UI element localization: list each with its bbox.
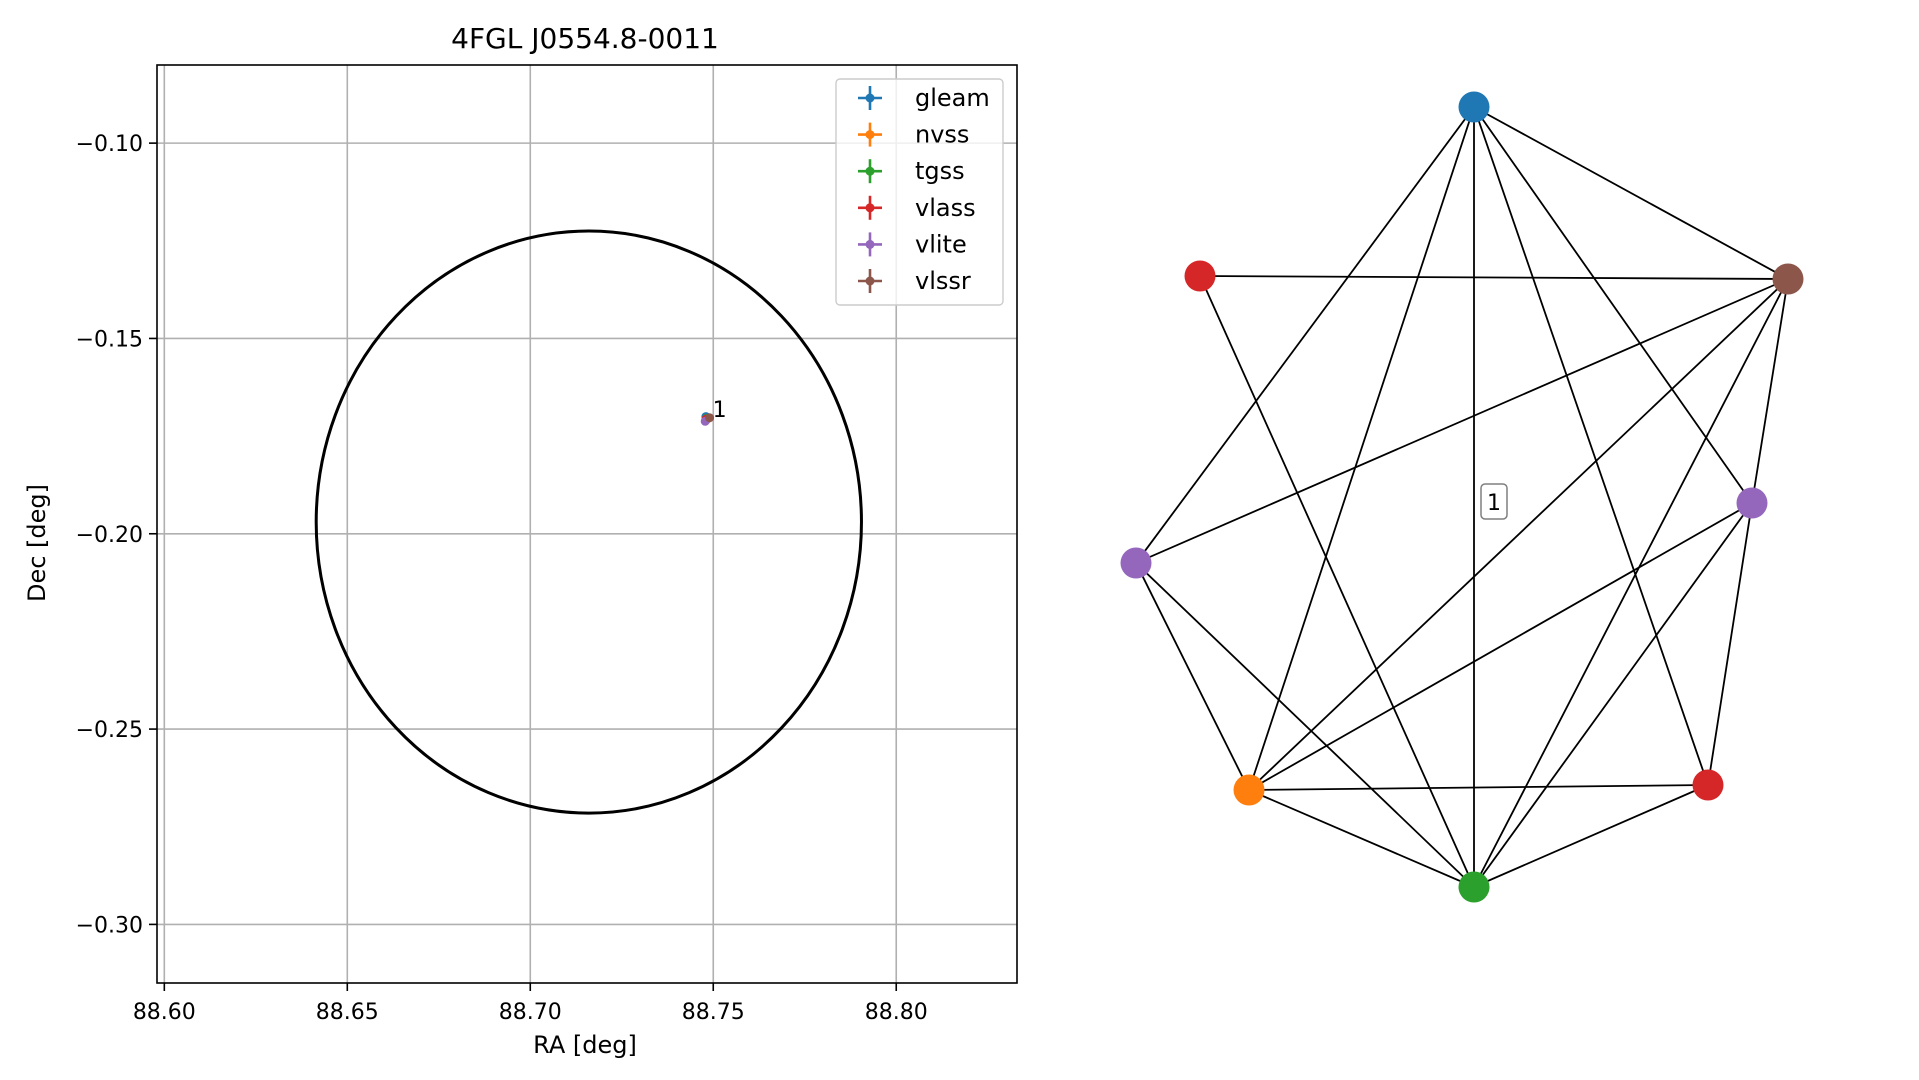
network-edge <box>1473 502 1753 888</box>
legend-items: gleam nvss tgss vlass vlite vlssr <box>858 84 990 295</box>
y-tick-label: −0.15 <box>76 327 143 352</box>
network-edge <box>1473 278 1789 888</box>
data-points <box>700 412 715 426</box>
legend-label: vlass <box>915 194 976 222</box>
network-edge <box>1248 502 1753 791</box>
network-edge <box>1473 106 1789 280</box>
x-tick-label: 88.70 <box>499 1000 562 1025</box>
scatter-panel: 4FGL J0554.8-0011 1 88.60 88.65 88.70 88.75… <box>23 22 1018 1059</box>
network-edge <box>1248 106 1475 791</box>
network-node <box>1772 263 1804 295</box>
legend-label: gleam <box>915 84 990 112</box>
network-node <box>1736 487 1768 519</box>
grid-lines <box>157 65 1017 983</box>
point-annotation: 1 <box>713 398 727 423</box>
x-axis-label: RA [deg] <box>533 1031 637 1059</box>
network-label: 1 <box>1480 483 1508 520</box>
network-label-text: 1 <box>1487 491 1501 516</box>
network-label-box <box>1480 483 1508 520</box>
network-edge <box>1135 562 1250 791</box>
x-tick-label: 88.65 <box>316 1000 379 1025</box>
y-tick-label: −0.10 <box>76 132 143 157</box>
legend-item-gleam: gleam <box>858 84 990 112</box>
legend-item-vlssr: vlssr <box>858 267 971 295</box>
x-tick-label: 88.80 <box>865 1000 928 1025</box>
network-edge <box>1135 106 1475 564</box>
network-edges <box>1135 106 1789 888</box>
legend-label: nvss <box>915 121 969 149</box>
network-node <box>1233 774 1265 806</box>
legend-marker-dot <box>865 276 875 286</box>
axis-ticks: 88.60 88.65 88.70 88.75 88.80 −0.10 −0.15 −0.20… <box>76 132 928 1025</box>
legend: gleam nvss tgss vlass vlite vlssr <box>835 78 1004 306</box>
data-point-vlssr <box>705 413 715 423</box>
legend-marker-dot <box>865 239 875 249</box>
network-node <box>1692 769 1724 801</box>
network-edge <box>1473 784 1709 888</box>
y-tick-label: −0.25 <box>76 718 143 743</box>
network-edge <box>1199 275 1475 888</box>
network-node <box>1120 547 1152 579</box>
legend-marker-dot <box>865 166 875 176</box>
chart-title: 4FGL J0554.8-0011 <box>451 22 719 55</box>
network-edge <box>1751 278 1789 504</box>
legend-label: tgss <box>915 157 965 185</box>
x-tick-label: 88.60 <box>133 1000 196 1025</box>
legend-label: vlite <box>915 230 967 258</box>
network-node <box>1458 871 1490 903</box>
network-edge <box>1707 502 1753 786</box>
legend-item-tgss: tgss <box>858 157 965 185</box>
network-panel: 1 <box>1120 91 1804 903</box>
legend-marker-dot <box>865 130 875 140</box>
legend-marker-dot <box>865 93 875 103</box>
network-edge <box>1135 278 1789 564</box>
network-nodes <box>1120 91 1804 903</box>
network-edge <box>1135 562 1475 888</box>
legend-label: vlssr <box>915 267 971 295</box>
network-edge <box>1199 275 1789 280</box>
network-node <box>1458 91 1490 123</box>
network-edge <box>1248 278 1789 791</box>
x-tick-label: 88.75 <box>682 1000 745 1025</box>
y-tick-label: −0.30 <box>76 913 143 938</box>
network-edge <box>1248 789 1475 888</box>
uncertainty-ellipse <box>314 229 863 815</box>
network-node <box>1184 260 1216 292</box>
network-edge <box>1248 784 1709 791</box>
network-edge <box>1473 106 1753 504</box>
y-tick-label: −0.20 <box>76 523 143 548</box>
legend-item-vlite: vlite <box>858 230 967 258</box>
legend-item-vlass: vlass <box>858 194 976 222</box>
network-edge <box>1473 106 1709 786</box>
legend-item-nvss: nvss <box>858 121 969 149</box>
y-axis-label: Dec [deg] <box>23 484 51 602</box>
plot-frame <box>156 64 1018 984</box>
legend-marker-dot <box>865 203 875 213</box>
